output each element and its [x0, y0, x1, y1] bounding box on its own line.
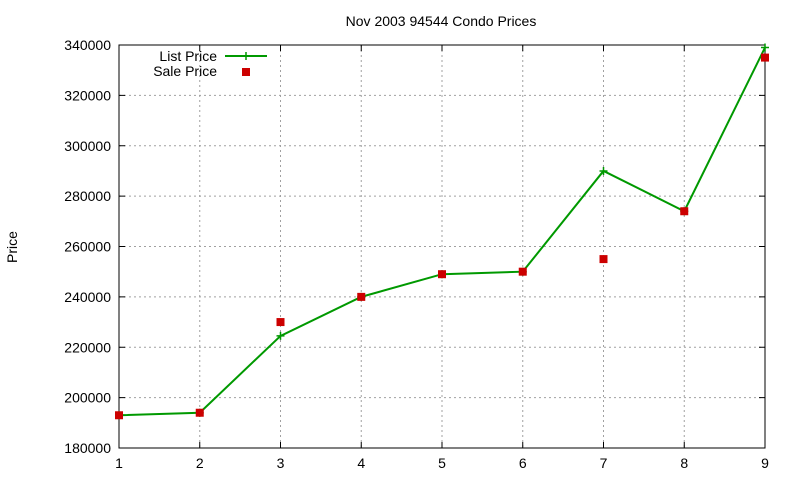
grid-lines: [119, 45, 765, 448]
y-tick-label: 220000: [64, 339, 111, 355]
x-tick-label: 8: [680, 455, 688, 471]
y-axis-label: Price: [4, 231, 20, 263]
data-point-sale-price: [761, 53, 769, 62]
legend-label-sale-price: Sale Price: [153, 63, 217, 79]
y-tick-label: 280000: [64, 188, 111, 204]
axis-ticks: 1 2 3 4 5 6 7 8 9 180000 200000 220000 240000 260000 2…: [64, 37, 769, 471]
data-point-sale-price: [276, 318, 285, 327]
data-point-sale-price: [599, 255, 608, 264]
data-point-sale-price: [438, 270, 446, 279]
legend-label-list-price: List Price: [159, 48, 217, 64]
y-tick-label: 340000: [64, 37, 111, 53]
legend-key-sale-price: [242, 68, 250, 76]
x-tick-label: 7: [600, 455, 608, 471]
x-tick-label: 6: [519, 455, 527, 471]
y-tick-label: 320000: [64, 87, 111, 103]
data-series: [115, 43, 769, 420]
data-point-sale-price: [115, 411, 123, 420]
legend-marker-list-price: [242, 52, 250, 60]
y-tick-label: 300000: [64, 138, 111, 154]
data-point-sale-price: [518, 267, 527, 276]
legend: List Price Sale Price: [153, 48, 267, 79]
data-point-list-price: [761, 43, 769, 52]
x-tick-label: 1: [115, 455, 123, 471]
x-tick-label: 4: [357, 455, 365, 471]
y-tick-label: 240000: [64, 289, 111, 305]
x-tick-label: 3: [277, 455, 285, 471]
y-tick-label: 200000: [64, 390, 111, 406]
y-tick-label: 180000: [64, 440, 111, 456]
data-point-sale-price: [357, 292, 366, 301]
legend-key-list-price: [225, 52, 267, 60]
data-point-sale-price: [680, 207, 689, 216]
legend-marker-sale-price: [242, 68, 250, 76]
data-point-list-price: [276, 331, 285, 340]
x-tick-label: 2: [196, 455, 204, 471]
data-point-sale-price: [195, 408, 204, 417]
data-point-list-price: [599, 166, 608, 175]
y-tick-label: 260000: [64, 239, 111, 255]
x-tick-label: 5: [438, 455, 446, 471]
chart-title: Nov 2003 94544 Condo Prices: [346, 13, 537, 29]
x-tick-label: 9: [761, 455, 769, 471]
